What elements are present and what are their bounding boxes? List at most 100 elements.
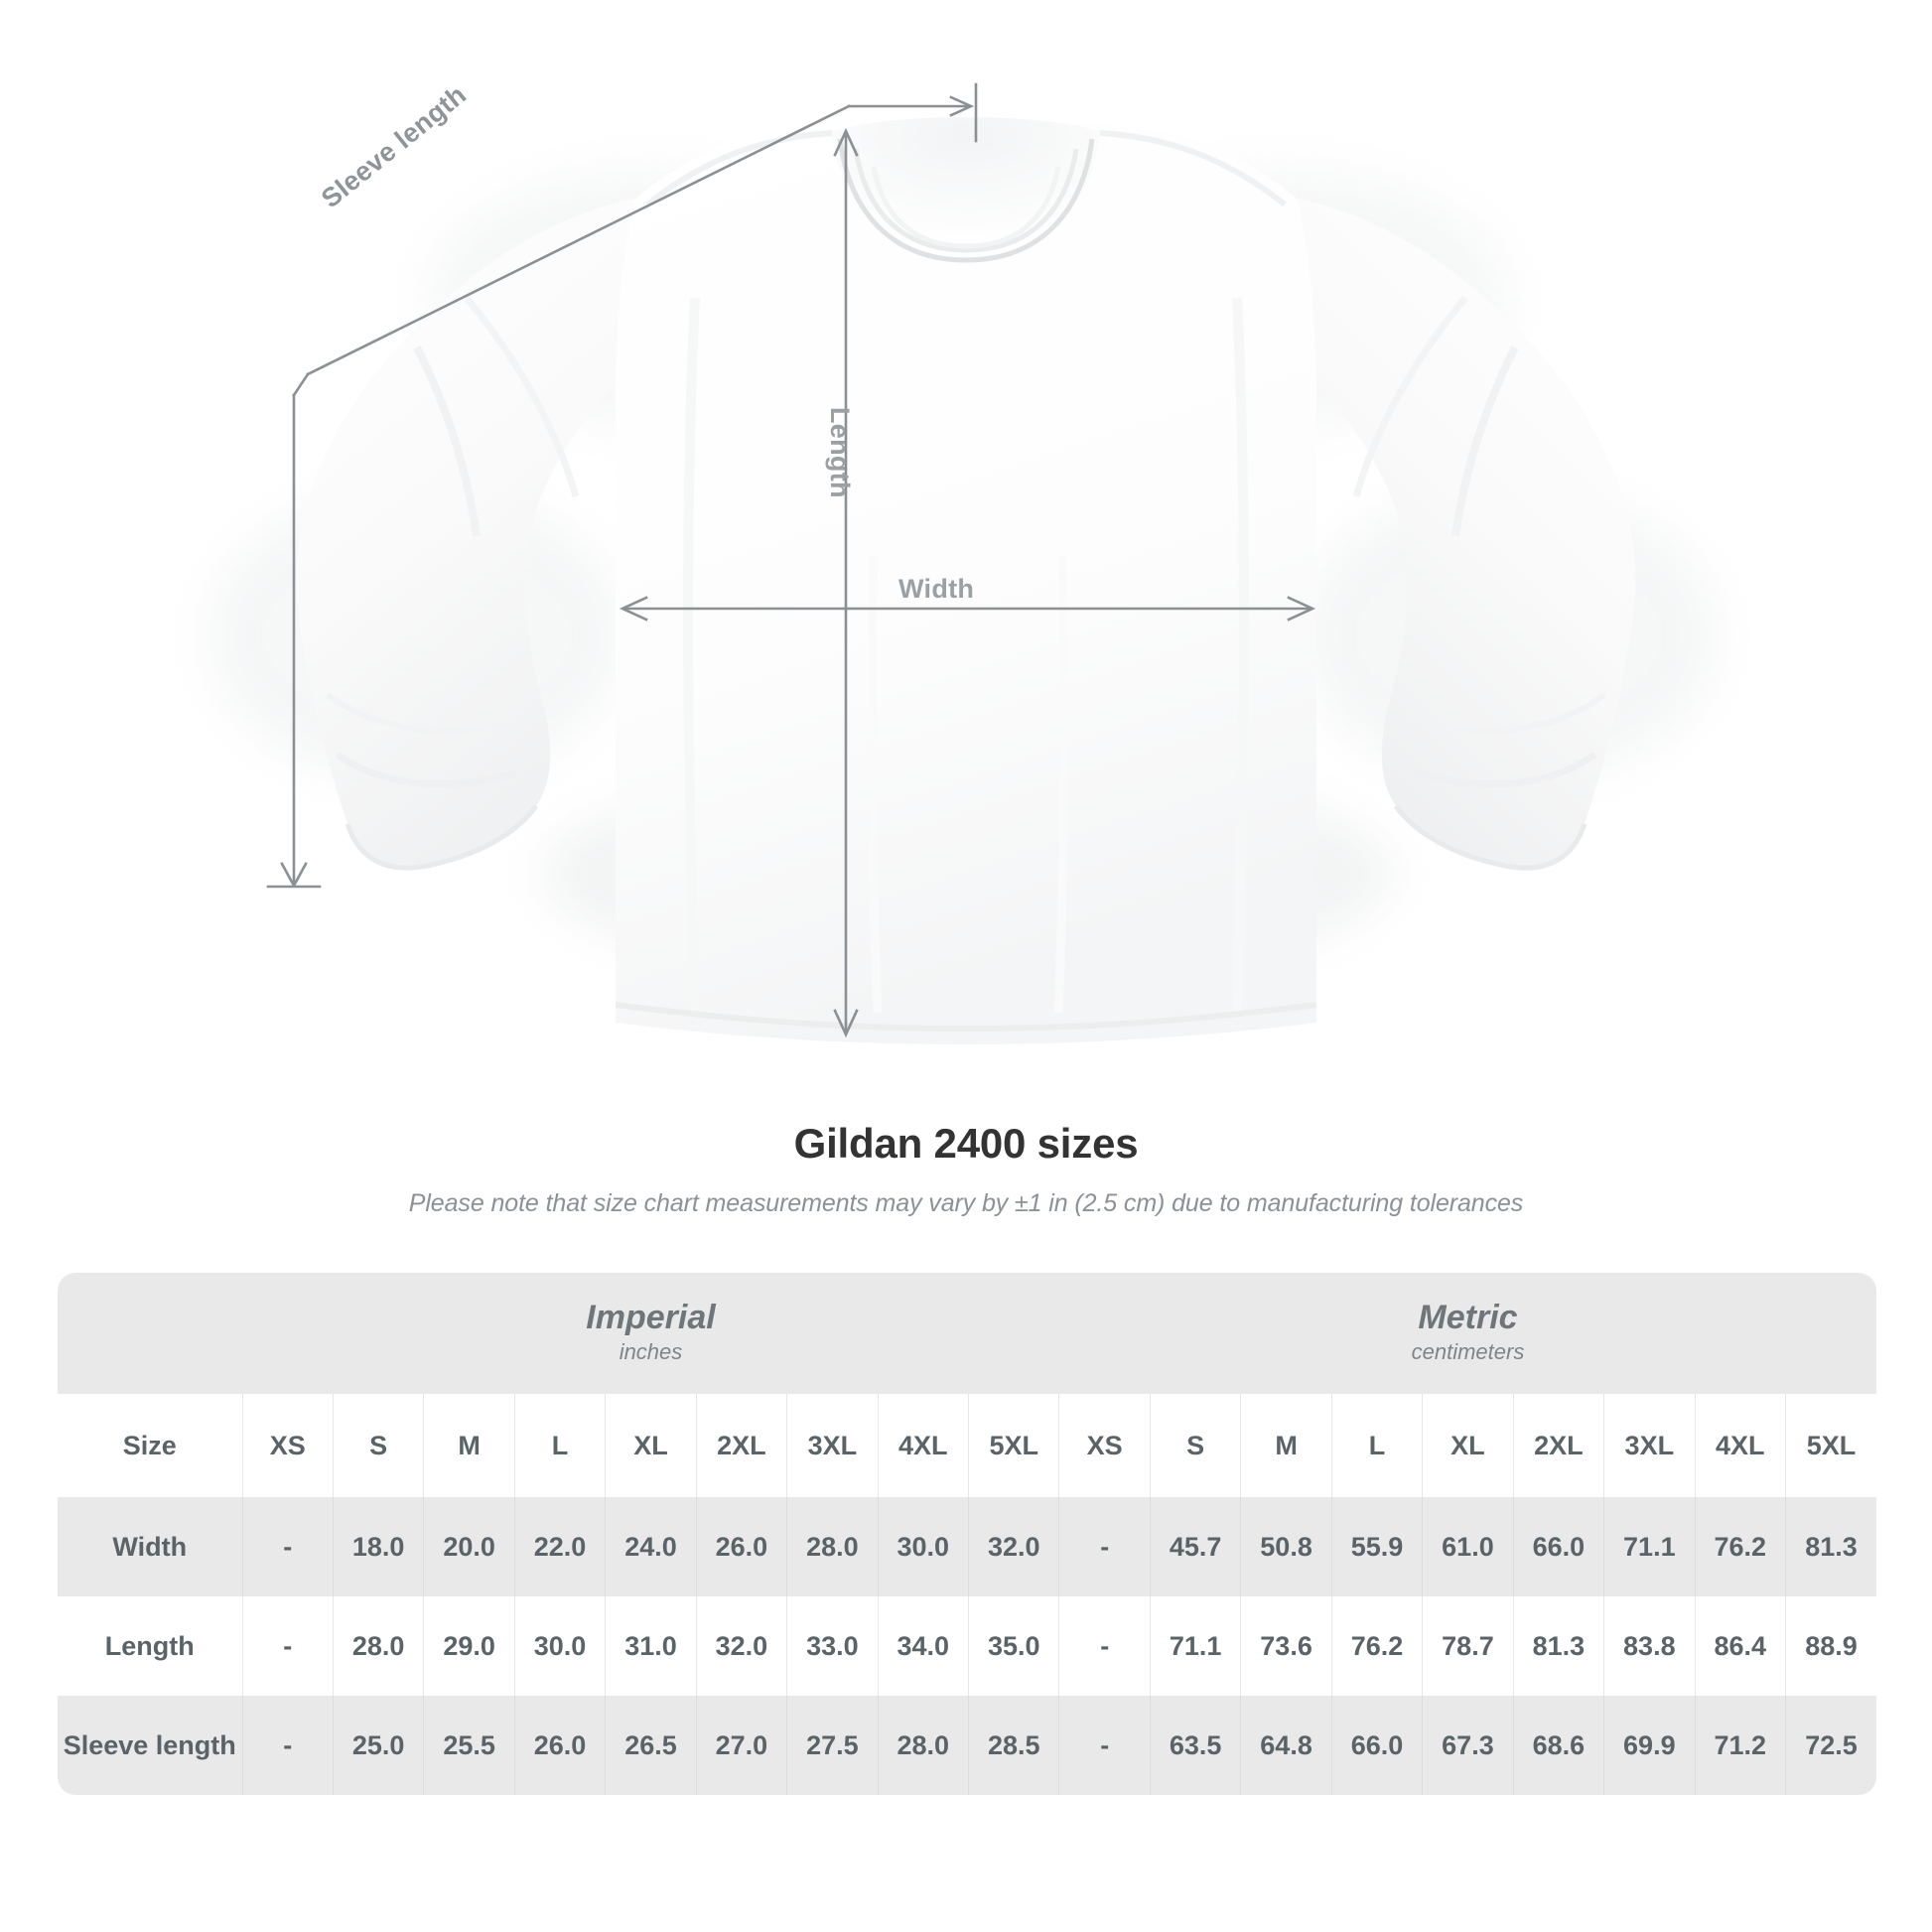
cell-metric-s: 45.7 xyxy=(1150,1497,1242,1596)
row-label: Width xyxy=(58,1497,243,1596)
size-header-cell-2xl: 2XL xyxy=(696,1394,788,1497)
cell-imperial-l: 26.0 xyxy=(514,1696,607,1795)
size-header-cell-5xl: 5XL xyxy=(1785,1394,1876,1497)
cell-imperial-l: 30.0 xyxy=(514,1596,607,1696)
cell-imperial-2xl: 26.0 xyxy=(696,1497,788,1596)
size-header-cell-m: M xyxy=(423,1394,515,1497)
size-header-cell-m: M xyxy=(1240,1394,1332,1497)
cell-metric-3xl: 83.8 xyxy=(1603,1596,1696,1696)
width-measure xyxy=(619,596,1316,621)
cell-metric-4xl: 86.4 xyxy=(1695,1596,1786,1696)
cell-imperial-5xl: 32.0 xyxy=(968,1497,1060,1596)
cell-metric-xl: 67.3 xyxy=(1422,1696,1514,1795)
cell-metric-l: 76.2 xyxy=(1331,1596,1424,1696)
size-header-cell-3xl: 3XL xyxy=(1603,1394,1696,1497)
cell-imperial-4xl: 28.0 xyxy=(878,1696,970,1795)
cell-imperial-xs: - xyxy=(242,1596,334,1696)
cell-metric-2xl: 81.3 xyxy=(1513,1596,1605,1696)
cell-metric-xl: 78.7 xyxy=(1422,1596,1514,1696)
cell-imperial-s: 28.0 xyxy=(333,1596,425,1696)
cell-imperial-l: 22.0 xyxy=(514,1497,607,1596)
width-label: Width xyxy=(898,574,975,604)
cell-metric-5xl: 88.9 xyxy=(1785,1596,1876,1696)
cell-imperial-s: 25.0 xyxy=(333,1696,425,1795)
row-label: Sleeve length xyxy=(58,1696,243,1795)
collar xyxy=(832,117,1100,263)
cell-imperial-xl: 31.0 xyxy=(605,1596,697,1696)
cell-imperial-3xl: 27.5 xyxy=(786,1696,879,1795)
cell-imperial-xl: 24.0 xyxy=(605,1497,697,1596)
unit-group-subtitle: centimeters xyxy=(1411,1339,1525,1365)
size-header-cell-xl: XL xyxy=(605,1394,697,1497)
unit-group-title: Metric xyxy=(1418,1299,1518,1337)
cell-metric-m: 50.8 xyxy=(1240,1497,1332,1596)
cell-imperial-3xl: 33.0 xyxy=(786,1596,879,1696)
cell-imperial-xl: 26.5 xyxy=(605,1696,697,1795)
table-row: Sleeve length -25.0 25.5 26.0 26.5 27.0 27.5 28… xyxy=(58,1696,1876,1795)
size-header-cell-3xl: 3XL xyxy=(786,1394,879,1497)
size-chart-table: Imperial inches Metric centimeters Size XS S M L… xyxy=(58,1273,1876,1795)
cell-imperial-m: 25.5 xyxy=(423,1696,515,1795)
row-label: Length xyxy=(58,1596,243,1696)
cell-metric-m: 64.8 xyxy=(1240,1696,1332,1795)
cell-metric-s: 63.5 xyxy=(1150,1696,1242,1795)
cell-imperial-xs: - xyxy=(242,1696,334,1795)
unit-group-metric: Metric centimeters xyxy=(1058,1273,1876,1394)
size-chart-table-wrap: Imperial inches Metric centimeters Size XS S M L… xyxy=(58,1273,1876,1795)
table-row: Width -18.0 20.0 22.0 24.0 26.0 28.0 30.0 32.0-4… xyxy=(58,1497,1876,1596)
cell-imperial-5xl: 28.5 xyxy=(968,1696,1060,1795)
cell-imperial-4xl: 34.0 xyxy=(878,1596,970,1696)
left-sleeve xyxy=(296,199,635,871)
unit-header-spacer xyxy=(58,1273,242,1394)
length-measure xyxy=(833,127,859,1038)
cell-imperial-2xl: 32.0 xyxy=(696,1596,788,1696)
size-header-cell-4xl: 4XL xyxy=(878,1394,970,1497)
cell-metric-m: 73.6 xyxy=(1240,1596,1332,1696)
size-header-cell-l: L xyxy=(514,1394,607,1497)
length-label: Length xyxy=(825,407,855,498)
garment-illustration: Sleeve length Length Width xyxy=(208,79,1718,1044)
right-sleeve xyxy=(1297,199,1636,871)
garment-svg xyxy=(208,82,1718,1044)
cell-metric-5xl: 72.5 xyxy=(1785,1696,1876,1795)
size-header-row: Size XS S M L XL 2XL 3XL 4XL 5XL XS S M L XL 2XL 3XL 4XL 5… xyxy=(58,1394,1876,1497)
cell-metric-4xl: 76.2 xyxy=(1695,1497,1786,1596)
shirt-body xyxy=(615,125,1317,1044)
unit-group-subtitle: inches xyxy=(619,1339,683,1365)
size-header-cell-2xl: 2XL xyxy=(1513,1394,1605,1497)
cell-imperial-5xl: 35.0 xyxy=(968,1596,1060,1696)
cell-metric-3xl: 71.1 xyxy=(1603,1497,1696,1596)
cell-metric-5xl: 81.3 xyxy=(1785,1497,1876,1596)
cell-metric-l: 66.0 xyxy=(1331,1696,1424,1795)
table-row: Length -28.0 29.0 30.0 31.0 32.0 33.0 34.0 35.0-… xyxy=(58,1596,1876,1696)
cell-imperial-s: 18.0 xyxy=(333,1497,425,1596)
page-subtitle: Please note that size chart measurements… xyxy=(408,1189,1524,1217)
cell-imperial-2xl: 27.0 xyxy=(696,1696,788,1795)
cell-imperial-4xl: 30.0 xyxy=(878,1497,970,1596)
size-header-cell-s: S xyxy=(333,1394,425,1497)
cell-metric-2xl: 68.6 xyxy=(1513,1696,1605,1795)
cell-imperial-m: 29.0 xyxy=(423,1596,515,1696)
cell-metric-l: 55.9 xyxy=(1331,1497,1424,1596)
size-header-cell-5xl: 5XL xyxy=(968,1394,1060,1497)
cell-metric-xl: 61.0 xyxy=(1422,1497,1514,1596)
size-header-cell-s: S xyxy=(1150,1394,1242,1497)
size-header-cell-xl: XL xyxy=(1422,1394,1514,1497)
size-header-label: Size xyxy=(58,1394,243,1497)
cell-metric-4xl: 71.2 xyxy=(1695,1696,1786,1795)
cell-metric-xs: - xyxy=(1058,1696,1151,1795)
size-header-cell-l: L xyxy=(1331,1394,1424,1497)
cell-metric-3xl: 69.9 xyxy=(1603,1696,1696,1795)
unit-header-row: Imperial inches Metric centimeters xyxy=(58,1273,1876,1394)
cell-imperial-3xl: 28.0 xyxy=(786,1497,879,1596)
cell-metric-s: 71.1 xyxy=(1150,1596,1242,1696)
cell-imperial-m: 20.0 xyxy=(423,1497,515,1596)
unit-group-imperial: Imperial inches xyxy=(242,1273,1059,1394)
title-block: Gildan 2400 sizes Please note that size … xyxy=(0,1120,1932,1218)
unit-group-title: Imperial xyxy=(586,1299,716,1337)
cell-metric-2xl: 66.0 xyxy=(1513,1497,1605,1596)
cell-imperial-xs: - xyxy=(242,1497,334,1596)
size-header-cell-xs: XS xyxy=(1058,1394,1151,1497)
cell-metric-xs: - xyxy=(1058,1596,1151,1696)
sleeve-length-measure xyxy=(266,82,978,889)
